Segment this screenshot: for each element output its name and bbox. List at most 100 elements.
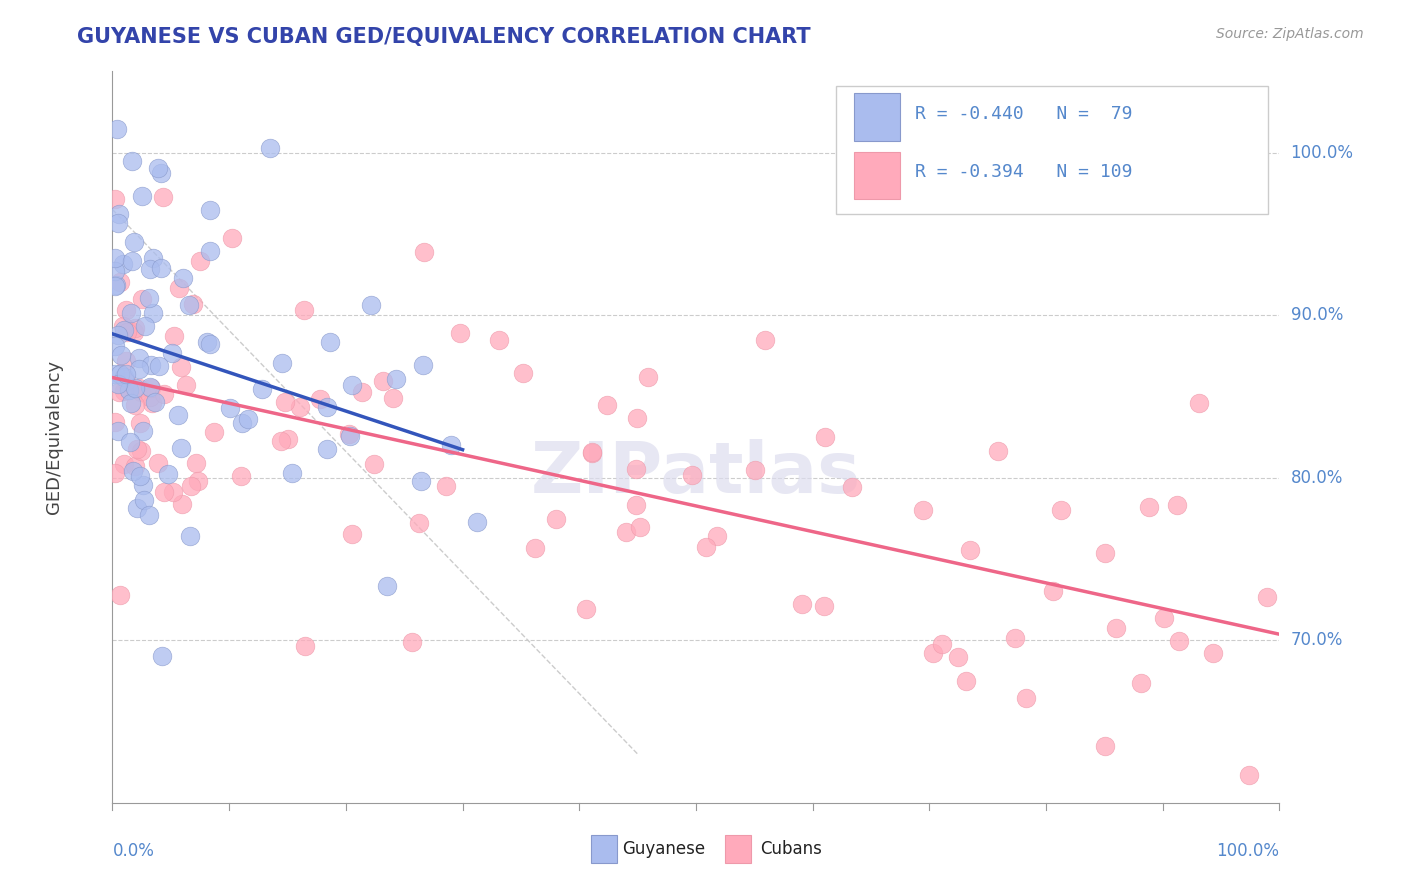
Point <box>172 271 194 285</box>
Point <box>624 499 647 513</box>
Point <box>139 262 162 277</box>
Point <box>108 385 131 400</box>
Text: 0.0%: 0.0% <box>112 842 155 860</box>
Point <box>195 334 218 349</box>
Point <box>813 599 835 614</box>
FancyBboxPatch shape <box>591 835 617 863</box>
FancyBboxPatch shape <box>853 152 900 200</box>
Point <box>628 520 651 534</box>
Point <box>149 166 172 180</box>
Point <box>108 588 131 602</box>
Point <box>104 251 127 265</box>
Point <box>112 370 135 384</box>
Point <box>104 415 127 429</box>
Point <box>104 192 127 206</box>
Point <box>121 154 143 169</box>
Point <box>131 443 153 458</box>
Point <box>170 359 193 374</box>
Text: 80.0%: 80.0% <box>1291 468 1343 487</box>
Point <box>121 254 143 268</box>
Point <box>115 302 138 317</box>
Point <box>134 318 156 333</box>
Point <box>104 338 127 352</box>
Point <box>104 279 127 293</box>
Point <box>124 458 146 473</box>
Point <box>792 597 814 611</box>
Point <box>1188 395 1211 409</box>
Point <box>946 650 969 665</box>
Point <box>340 527 363 541</box>
Point <box>112 457 135 471</box>
Point <box>105 122 128 136</box>
Point <box>581 445 603 459</box>
Point <box>162 484 184 499</box>
Point <box>229 469 252 483</box>
Point <box>115 367 138 381</box>
Point <box>107 216 129 230</box>
Point <box>614 524 637 539</box>
Point <box>1137 500 1160 515</box>
Point <box>104 466 127 480</box>
Point <box>124 321 146 335</box>
Point <box>131 189 153 203</box>
Text: GED/Equivalency: GED/Equivalency <box>45 360 63 514</box>
Point <box>152 485 174 500</box>
Point <box>340 377 363 392</box>
Point <box>841 480 863 494</box>
Point <box>575 602 598 616</box>
Point <box>111 319 134 334</box>
Point <box>111 257 134 271</box>
Point <box>122 325 145 339</box>
Point <box>146 456 169 470</box>
Point <box>959 542 981 557</box>
Point <box>401 634 423 648</box>
Point <box>107 376 129 391</box>
Point <box>132 424 155 438</box>
Point <box>987 443 1010 458</box>
Point <box>167 408 190 422</box>
Point <box>270 434 292 448</box>
Point <box>132 478 155 492</box>
Point <box>290 400 312 414</box>
Point <box>104 367 127 381</box>
Point <box>129 385 152 400</box>
Point <box>162 345 184 359</box>
Point <box>156 467 179 482</box>
Point <box>236 412 259 426</box>
Point <box>149 261 172 276</box>
Point <box>412 358 434 372</box>
Point <box>115 353 138 368</box>
Point <box>142 306 165 320</box>
Point <box>127 442 149 457</box>
Point <box>163 329 186 343</box>
Point <box>1004 632 1026 646</box>
Point <box>110 348 132 362</box>
Point <box>115 374 138 388</box>
Point <box>202 425 225 440</box>
Point <box>385 372 408 386</box>
Point <box>221 230 243 244</box>
Point <box>124 381 146 395</box>
Point <box>170 442 193 456</box>
Point <box>277 433 299 447</box>
Point <box>107 328 129 343</box>
Point <box>124 235 146 249</box>
Point <box>139 390 162 404</box>
FancyBboxPatch shape <box>853 94 900 141</box>
Point <box>1015 691 1038 706</box>
Point <box>350 385 373 400</box>
Point <box>512 366 534 380</box>
Point <box>624 462 647 476</box>
Point <box>118 383 141 397</box>
Point <box>174 378 197 392</box>
Point <box>316 400 339 414</box>
Point <box>104 264 127 278</box>
Point <box>146 161 169 176</box>
Point <box>1094 739 1116 754</box>
Point <box>1256 590 1278 604</box>
Text: R = -0.394   N = 109: R = -0.394 N = 109 <box>915 163 1133 181</box>
Point <box>107 425 129 439</box>
Point <box>337 426 360 441</box>
Text: 90.0%: 90.0% <box>1291 306 1343 324</box>
Point <box>143 395 166 409</box>
